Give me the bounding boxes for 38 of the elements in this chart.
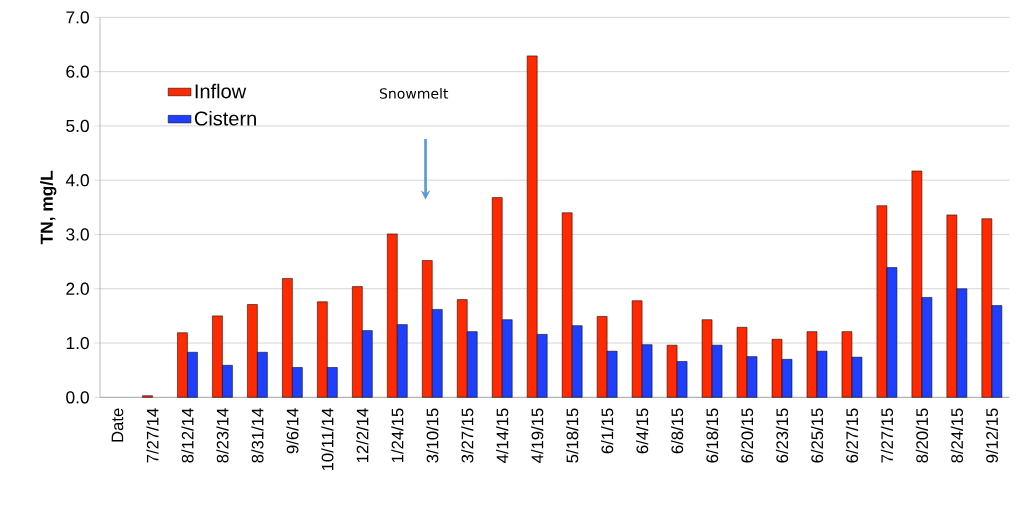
x-tick-label: 8/20/15 [915,408,929,463]
y-tick-label: 1.0 [66,336,89,350]
y-tick-label: 5.0 [66,119,89,133]
x-tick-label: 8/12/14 [181,408,194,463]
x-tick-label: 1/24/15 [391,408,404,463]
x-tick-label: 6/27/15 [845,408,859,463]
legend-label: Inflow [195,83,247,99]
x-tick-label: 6/1/15 [601,408,614,454]
x-tick-label: 4/14/15 [496,408,509,463]
x-tick-label: 6/18/15 [705,408,719,463]
x-tick-label: 5/18/15 [566,408,579,463]
x-tick-label: 6/4/15 [635,408,649,454]
y-tick-label: 2.0 [66,282,89,295]
y-tick-label: 4.0 [65,174,89,187]
x-tick-label: 6/23/15 [775,408,789,463]
y-tick-label: 3.0 [66,228,89,241]
x-tick-label: 8/24/15 [950,408,963,463]
x-tick-label: 8/23/14 [216,408,229,463]
x-tick-label: 6/25/15 [810,408,824,463]
x-tick-label: 6/8/15 [670,408,684,454]
x-tick-label: 7/27/15 [880,408,894,463]
y-tick-label: 6.0 [66,65,89,78]
x-tick-label: 10/11/14 [321,408,334,471]
x-tick-label: 12/2/14 [356,408,369,463]
x-tick-label: 9/12/15 [985,408,998,463]
x-tick-label: Date [111,408,124,442]
y-axis-title: TN, mg/L [40,170,57,245]
x-tick-label: 9/6/14 [286,408,299,454]
x-tick-label: 8/31/14 [251,408,264,463]
x-tick-label: 3/27/15 [461,408,474,463]
y-tick-label: 7.0 [66,11,89,24]
x-tick-label: 6/20/15 [740,408,754,463]
y-tick-label: 0.0 [66,391,89,404]
legend-label: Cistern [194,110,256,126]
x-tick-label: 7/27/14 [146,408,159,463]
annotation: Snowmelt [379,87,449,99]
x-tick-label: 4/19/15 [531,408,544,463]
x-tick-label: 3/10/15 [426,408,439,463]
